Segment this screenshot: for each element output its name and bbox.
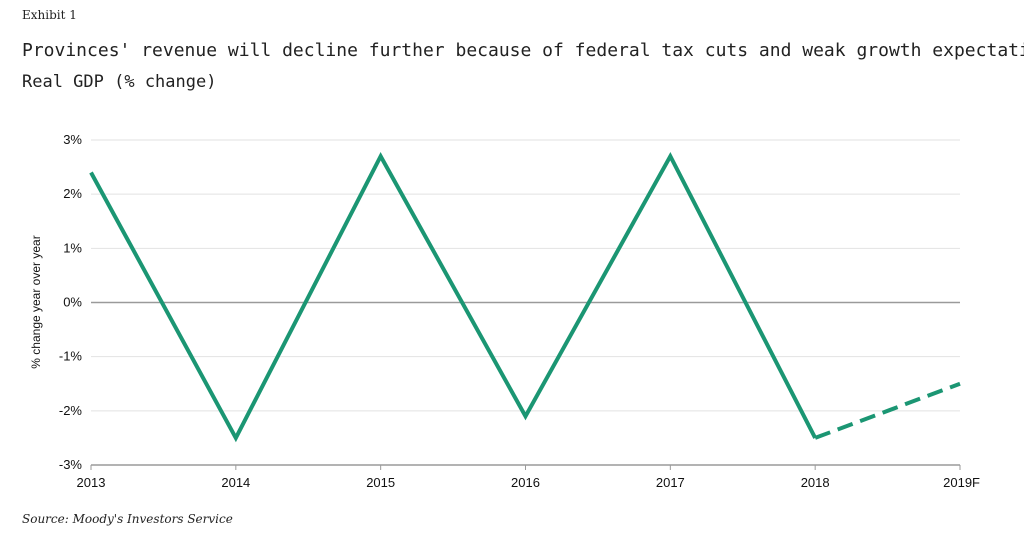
series-line-actual	[89, 152, 817, 443]
x-tick-label: 2014	[221, 475, 250, 490]
x-tick-label: 2013	[77, 475, 106, 490]
x-tick-label: 2015	[366, 475, 395, 490]
series-lines	[89, 152, 962, 443]
x-tick-label: 2018	[801, 475, 830, 490]
x-tick-label: 2019F	[943, 475, 980, 490]
x-tick-label: 2017	[656, 475, 685, 490]
series-line-forecast	[814, 381, 961, 440]
data-point	[958, 382, 962, 386]
y-tick-label: -2%	[59, 403, 83, 418]
chart-subtitle: Real GDP (% change)	[22, 72, 217, 92]
axes: -3% -2% -1% 0% 1% 2% 3% 2013 2014 2015 2016 2017 201…	[59, 132, 980, 490]
y-tick-label: 3%	[63, 132, 82, 147]
y-tick-label: -1%	[59, 349, 83, 364]
x-tick-label: 2016	[511, 475, 540, 490]
source-note: Source: Moody's Investors Service	[22, 512, 233, 526]
y-tick-label: 1%	[63, 240, 82, 255]
data-point	[89, 171, 93, 175]
data-point	[813, 436, 817, 440]
exhibit-label: Exhibit 1	[22, 8, 77, 22]
y-tick-label: 2%	[63, 186, 82, 201]
data-point	[524, 414, 528, 418]
data-point	[234, 436, 238, 440]
y-axis-label: % change year over year	[29, 235, 43, 368]
y-tick-label: 0%	[63, 295, 82, 310]
y-tick-label: -3%	[59, 457, 83, 472]
data-point	[379, 154, 383, 158]
data-point	[668, 154, 672, 158]
chart-title: Provinces' revenue will decline further …	[22, 40, 1024, 61]
